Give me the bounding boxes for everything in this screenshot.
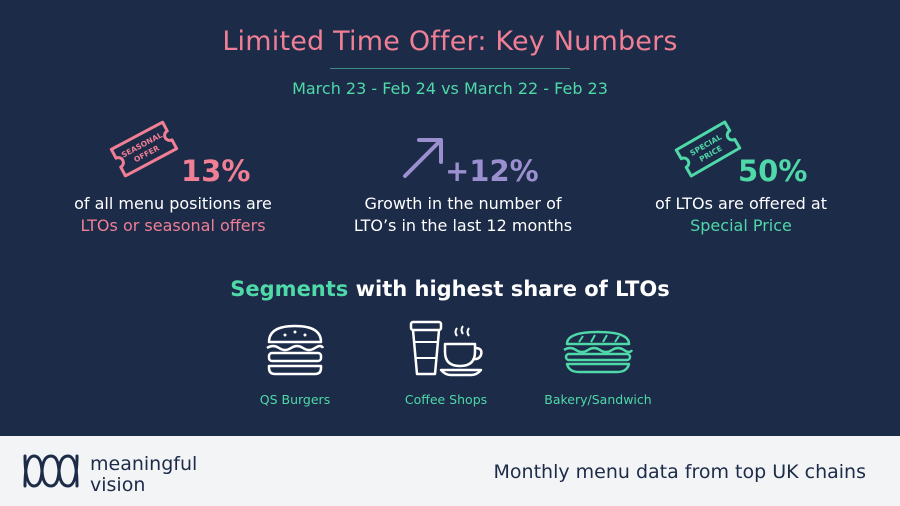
title-divider — [330, 68, 570, 69]
stat-value: 50% — [738, 154, 808, 188]
seasonal-offer-ticket-icon: SEASONAL OFFER — [109, 120, 179, 178]
main-panel: Limited Time Offer: Key Numbers March 23… — [0, 26, 900, 407]
stat-value: +12% — [445, 154, 539, 188]
stat-value: 13% — [181, 154, 251, 188]
page-title: Limited Time Offer: Key Numbers — [222, 26, 678, 57]
stat-line1: of all menu positions are — [74, 194, 272, 213]
date-range-subtitle: March 23 - Feb 24 vs March 22 - Feb 23 — [292, 79, 608, 98]
segment-bakery-sandwich: Bakery/Sandwich — [528, 320, 668, 407]
segment-label: Bakery/Sandwich — [544, 392, 652, 407]
segment-coffee-shops: Coffee Shops — [376, 320, 516, 407]
stat-line1: Growth in the number of — [364, 194, 562, 213]
brand-line2: vision — [90, 474, 146, 496]
stat-line1: of LTOs are offered at — [654, 194, 827, 213]
brand-line1: meaningful — [90, 453, 198, 475]
segment-label: QS Burgers — [259, 392, 331, 407]
growth-arrow-icon — [403, 138, 443, 178]
stat-line2: LTO’s in the last 12 months — [353, 216, 573, 235]
segments-heading-highlight: Segments — [230, 277, 349, 301]
footer-bar: meaningful vision Monthly menu data from… — [0, 436, 900, 506]
segments-heading: Segments with highest share of LTOs — [0, 277, 900, 301]
segment-label: Coffee Shops — [404, 392, 488, 407]
brand-name: meaningful vision — [90, 454, 197, 496]
sandwich-icon — [563, 330, 634, 374]
meaningful-vision-logo-icon — [23, 454, 79, 488]
special-price-ticket-icon: SPECIAL PRICE — [674, 120, 742, 178]
coffee-cup-icon — [409, 320, 483, 377]
footer-tagline: Monthly menu data from top UK chains — [493, 461, 866, 483]
stat-line2: Special Price — [690, 216, 792, 235]
segments-heading-rest: with highest share of LTOs — [348, 277, 670, 301]
segment-qs-burgers: QS Burgers — [225, 320, 365, 407]
stat-line2: LTOs or seasonal offers — [80, 216, 266, 235]
burger-icon — [266, 324, 325, 376]
